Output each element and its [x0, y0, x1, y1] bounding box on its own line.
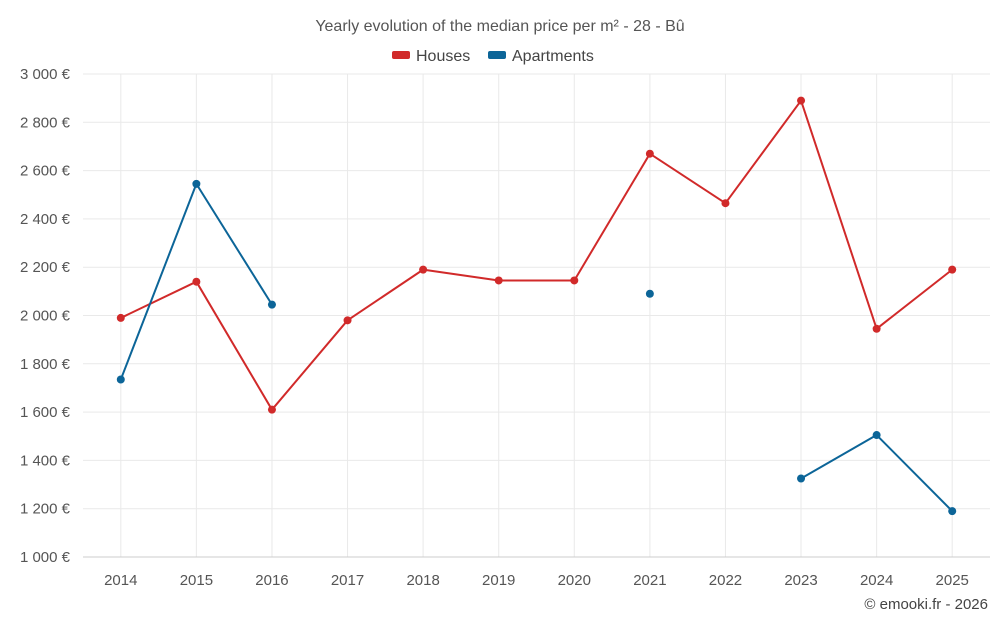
legend-label-houses: Houses	[416, 48, 470, 65]
data-point-apartments[interactable]	[645, 289, 654, 298]
data-point-houses[interactable]	[570, 276, 579, 285]
data-point-houses[interactable]	[948, 265, 957, 274]
data-point-houses[interactable]	[419, 265, 428, 274]
x-tick-label: 2025	[936, 572, 969, 589]
x-tick-label: 2019	[482, 572, 515, 589]
series-houses	[116, 96, 957, 414]
data-point-houses[interactable]	[721, 199, 730, 208]
data-point-houses[interactable]	[872, 324, 881, 333]
data-point-apartments[interactable]	[948, 507, 957, 516]
x-axis: 2014 2015 2016 2017 2018 2019 2020 2021 2022 2023…	[83, 556, 990, 589]
chart-title: Yearly evolution of the median price per…	[315, 18, 684, 35]
y-tick-label: 1 200 €	[20, 501, 71, 518]
y-tick-label: 2 200 €	[20, 259, 71, 276]
legend-swatch-houses	[392, 51, 410, 59]
x-tick-label: 2023	[784, 572, 817, 589]
x-tick-label: 2016	[255, 572, 288, 589]
y-tick-label: 2 600 €	[20, 163, 71, 180]
legend-label-apartments: Apartments	[512, 48, 594, 65]
x-tick-label: 2020	[558, 572, 591, 589]
legend: Houses Apartments	[392, 48, 594, 65]
data-point-apartments[interactable]	[797, 474, 806, 483]
data-point-houses[interactable]	[116, 313, 125, 322]
data-point-houses[interactable]	[645, 149, 654, 158]
series-line-houses	[120, 99, 953, 411]
x-tick-label: 2022	[709, 572, 742, 589]
data-point-houses[interactable]	[192, 277, 201, 286]
y-tick-label: 2 800 €	[20, 114, 71, 131]
data-point-apartments[interactable]	[872, 431, 881, 440]
series	[116, 96, 957, 516]
credit-text: © emooki.fr - 2026	[864, 596, 988, 613]
x-tick-label: 2017	[331, 572, 364, 589]
x-tick-label: 2014	[104, 572, 137, 589]
y-tick-label: 3 000 €	[20, 66, 71, 83]
legend-item-apartments[interactable]: Apartments	[488, 48, 594, 65]
y-tick-label: 1 400 €	[20, 452, 71, 469]
data-point-apartments[interactable]	[192, 179, 201, 188]
x-tick-label: 2018	[406, 572, 439, 589]
data-point-apartments[interactable]	[267, 300, 276, 309]
x-tick-label: 2021	[633, 572, 666, 589]
grid	[83, 73, 990, 558]
y-tick-label: 2 000 €	[20, 308, 71, 325]
data-point-houses[interactable]	[797, 96, 806, 105]
y-tick-label: 2 400 €	[20, 211, 71, 228]
x-tick-label: 2024	[860, 572, 893, 589]
data-point-houses[interactable]	[494, 276, 503, 285]
data-point-apartments[interactable]	[116, 375, 125, 384]
data-point-houses[interactable]	[343, 316, 352, 325]
y-tick-label: 1 000 €	[20, 549, 71, 566]
series-apartments	[116, 179, 957, 516]
legend-swatch-apartments	[488, 51, 506, 59]
x-tick-label: 2015	[180, 572, 213, 589]
legend-item-houses[interactable]: Houses	[392, 48, 470, 65]
y-tick-label: 1 600 €	[20, 404, 71, 421]
y-axis: 1 000 € 1 200 € 1 400 € 1 600 € 1 800 € 2 000…	[20, 66, 71, 566]
data-point-houses[interactable]	[267, 405, 276, 414]
y-tick-label: 1 800 €	[20, 356, 71, 373]
